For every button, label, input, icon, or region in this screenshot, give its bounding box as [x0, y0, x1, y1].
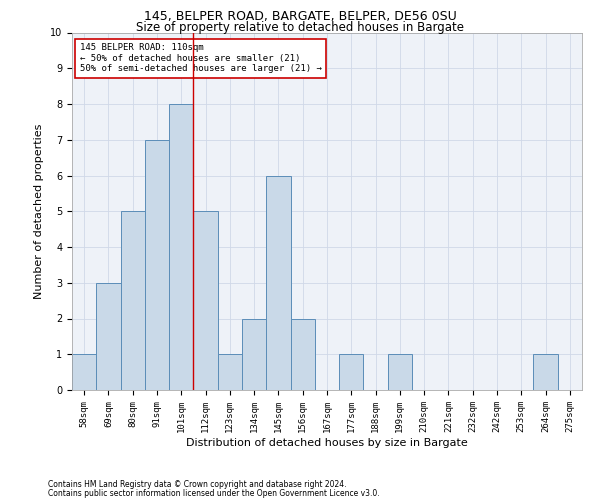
Text: 145 BELPER ROAD: 110sqm
← 50% of detached houses are smaller (21)
50% of semi-de: 145 BELPER ROAD: 110sqm ← 50% of detache…: [80, 43, 322, 73]
Bar: [242, 318, 266, 390]
Text: 145, BELPER ROAD, BARGATE, BELPER, DE56 0SU: 145, BELPER ROAD, BARGATE, BELPER, DE56 …: [143, 10, 457, 23]
Bar: [266, 176, 290, 390]
X-axis label: Distribution of detached houses by size in Bargate: Distribution of detached houses by size …: [186, 438, 468, 448]
Bar: [339, 354, 364, 390]
Bar: [72, 354, 96, 390]
Bar: [96, 283, 121, 390]
Bar: [218, 354, 242, 390]
Bar: [533, 354, 558, 390]
Bar: [145, 140, 169, 390]
Text: Size of property relative to detached houses in Bargate: Size of property relative to detached ho…: [136, 21, 464, 34]
Bar: [193, 211, 218, 390]
Text: Contains HM Land Registry data © Crown copyright and database right 2024.: Contains HM Land Registry data © Crown c…: [48, 480, 347, 489]
Bar: [121, 211, 145, 390]
Y-axis label: Number of detached properties: Number of detached properties: [34, 124, 44, 299]
Text: Contains public sector information licensed under the Open Government Licence v3: Contains public sector information licen…: [48, 488, 380, 498]
Bar: [169, 104, 193, 390]
Bar: [388, 354, 412, 390]
Bar: [290, 318, 315, 390]
